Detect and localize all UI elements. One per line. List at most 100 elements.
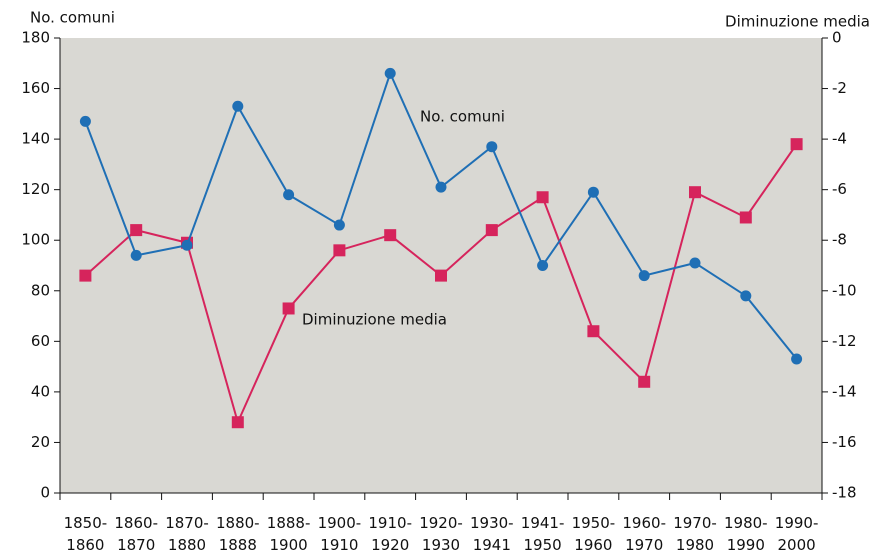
y-tick-label: 20 <box>31 433 50 451</box>
x-tick-label-line: 1870- <box>165 514 209 532</box>
y2-tick-label: -16 <box>832 433 857 451</box>
x-tick-label-line: 1990 <box>727 536 765 554</box>
x-tick-label-line: 1950 <box>524 536 562 554</box>
x-tick-label-line: 1941- <box>521 514 565 532</box>
point <box>283 189 295 201</box>
point <box>435 269 447 282</box>
x-tick-label-line: 2000 <box>778 536 816 554</box>
point <box>689 257 701 269</box>
point <box>333 219 345 231</box>
y-tick-label: 180 <box>21 29 50 47</box>
point <box>130 249 142 261</box>
x-tick-label-line: 1870 <box>117 536 155 554</box>
x-tick-label-line: 1850- <box>64 514 108 532</box>
x-tick-label-line: 1920- <box>419 514 463 532</box>
point <box>181 239 193 251</box>
point <box>587 325 600 338</box>
x-tick-label-line: 1990- <box>775 514 819 532</box>
y2-tick-label: -4 <box>832 130 847 148</box>
point <box>232 100 244 112</box>
x-tick-label: 1941- 1950 <box>521 514 565 554</box>
x-tick-label-line: 1880- <box>216 514 260 532</box>
y-tick-label: 80 <box>31 281 50 299</box>
y-tick-label: 160 <box>21 79 50 97</box>
x-tick-label: 1860- 1870 <box>114 514 158 554</box>
point <box>435 181 447 193</box>
point <box>638 375 651 388</box>
point <box>638 270 650 282</box>
y2-tick-label: -10 <box>832 281 857 299</box>
series-label: Diminuzione media <box>302 311 447 329</box>
x-tick-label: 1870- 1880 <box>165 514 209 554</box>
y-tick-label: 100 <box>21 231 50 249</box>
point <box>130 224 143 237</box>
y2-tick-label: -14 <box>832 382 857 400</box>
point <box>537 260 549 271</box>
x-tick-label-line: 1910- <box>368 514 412 532</box>
y2-tick-label: -8 <box>832 231 847 249</box>
x-tick-label: 1850- 1860 <box>64 514 108 554</box>
series-label: No. comuni <box>420 108 505 126</box>
point <box>790 138 803 151</box>
x-tick-label-line: 1888- <box>267 514 311 532</box>
point <box>536 191 549 204</box>
x-tick-label: 1888- 1900 <box>267 514 311 554</box>
x-tick-label: 1920- 1930 <box>419 514 463 554</box>
x-tick-label: 1930- 1941 <box>470 514 514 554</box>
x-tick-label-line: 1860 <box>66 536 104 554</box>
y2-axis-title: Diminuzione media <box>725 13 870 31</box>
x-tick-label-line: 1960- <box>622 514 666 532</box>
y-tick-label: 40 <box>31 382 50 400</box>
x-tick-label-line: 1920 <box>371 536 409 554</box>
point <box>333 244 346 257</box>
point <box>689 186 701 199</box>
x-tick-label: 1880- 1888 <box>216 514 260 554</box>
point <box>740 290 752 302</box>
point <box>79 115 91 127</box>
point <box>486 141 498 153</box>
y-tick-label: 120 <box>21 180 50 198</box>
y-tick-label: 0 <box>40 484 50 502</box>
x-tick-label: 1990- 2000 <box>775 514 819 554</box>
y2-tick-label: -2 <box>832 79 847 97</box>
x-tick-label-line: 1930 <box>422 536 460 554</box>
x-tick-label-line: 1900 <box>270 536 308 554</box>
point <box>384 229 397 242</box>
x-tick-label-line: 1880 <box>168 536 206 554</box>
point <box>231 416 244 429</box>
x-tick-label-line: 1888 <box>219 536 257 554</box>
y-tick-label: 60 <box>31 332 50 350</box>
x-tick-label-line: 1930- <box>470 514 514 532</box>
x-tick-label-line: 1910 <box>320 536 358 554</box>
plot-background <box>60 38 822 493</box>
x-tick-label: 1980- 1990 <box>724 514 768 554</box>
point <box>791 353 803 365</box>
x-tick-label-line: 1960 <box>574 536 612 554</box>
y2-tick-label: 0 <box>832 29 842 47</box>
x-tick-label-line: 1860- <box>114 514 158 532</box>
y2-tick-label: -12 <box>832 332 857 350</box>
point <box>384 67 396 79</box>
x-tick-label: 1950- 1960 <box>572 514 616 554</box>
y-tick-label: 140 <box>21 130 50 148</box>
x-tick-label-line: 1900- <box>318 514 362 532</box>
x-tick-label: 1910- 1920 <box>368 514 412 554</box>
x-tick-label: 1900- 1910 <box>318 514 362 554</box>
y2-tick-label: -18 <box>832 484 857 502</box>
y2-tick-label: -6 <box>832 180 847 198</box>
x-tick-label-line: 1970 <box>625 536 663 554</box>
y-axis-title: No. comuni <box>30 9 115 27</box>
x-tick-label: 1970- 1980 <box>673 514 717 554</box>
point <box>485 224 498 237</box>
x-tick-label-line: 1941 <box>473 536 511 554</box>
x-tick-label-line: 1950- <box>572 514 616 532</box>
point <box>739 211 752 224</box>
x-tick-label-line: 1970- <box>673 514 717 532</box>
point <box>587 186 599 198</box>
x-tick-label-line: 1980 <box>676 536 714 554</box>
point <box>79 269 92 282</box>
x-tick-label-line: 1980- <box>724 514 768 532</box>
point <box>282 302 295 315</box>
x-tick-label: 1960- 1970 <box>622 514 666 554</box>
